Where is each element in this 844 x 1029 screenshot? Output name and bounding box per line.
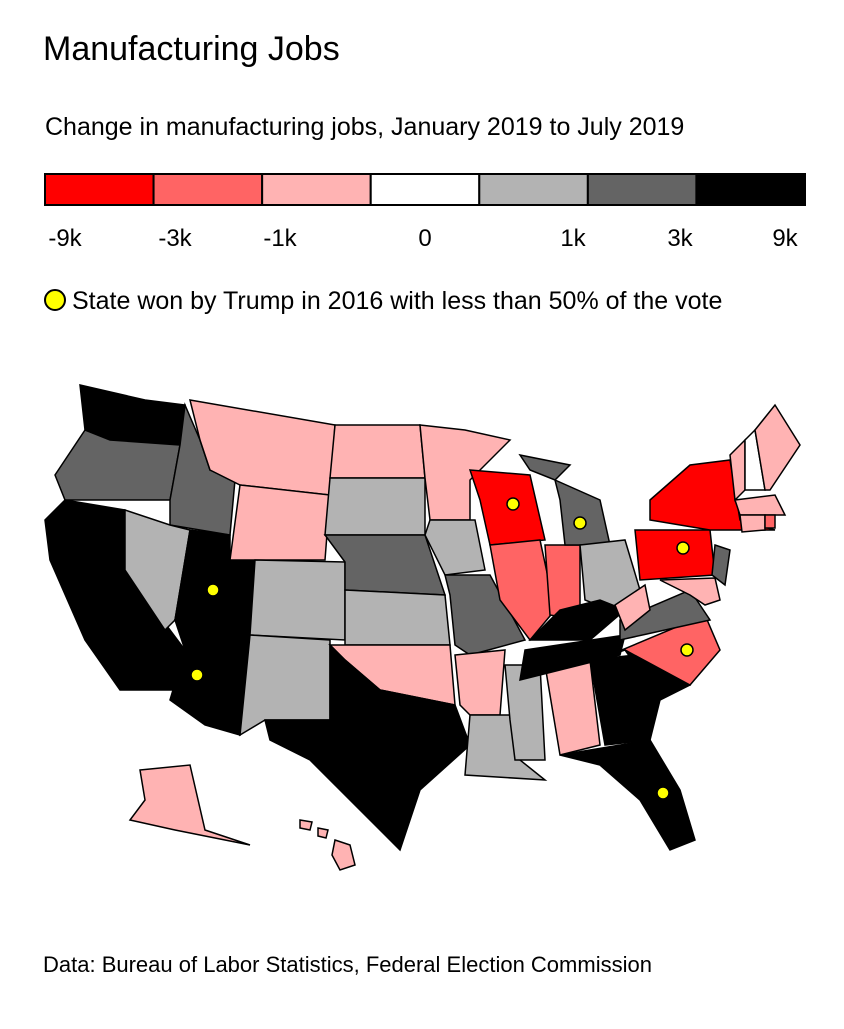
state <box>329 424 426 479</box>
state <box>331 839 356 871</box>
state <box>419 424 512 521</box>
state <box>489 539 556 642</box>
state <box>128 764 251 846</box>
state <box>528 599 627 641</box>
state <box>711 543 731 587</box>
state <box>518 453 572 481</box>
state <box>169 619 251 736</box>
state <box>519 634 627 682</box>
state <box>764 514 776 529</box>
state <box>464 714 548 781</box>
marker-label: State won by Trump in 2016 with less tha… <box>72 287 722 315</box>
map <box>44 384 801 871</box>
state <box>634 529 716 581</box>
state <box>589 654 661 746</box>
state <box>299 819 313 831</box>
state <box>619 589 712 641</box>
legend-label: 9k <box>772 225 798 252</box>
source: Data: Bureau of Labor Statistics, Federa… <box>43 952 652 977</box>
legend-swatch <box>152 173 264 206</box>
legend-swatch <box>586 173 698 206</box>
legend-swatch <box>695 173 807 206</box>
state <box>249 559 346 641</box>
state <box>614 583 651 632</box>
marker-swatch <box>44 289 66 311</box>
state-marker <box>206 583 220 597</box>
legend-swatch <box>369 173 481 206</box>
title: Manufacturing Jobs <box>43 30 340 68</box>
subtitle: Change in manufacturing jobs, January 20… <box>45 113 684 141</box>
legend-label: 3k <box>667 225 693 252</box>
legend-swatch <box>44 173 155 206</box>
state <box>659 577 721 606</box>
state <box>344 589 451 646</box>
state-marker <box>506 497 520 511</box>
state-marker <box>573 516 587 530</box>
state-marker <box>676 541 690 555</box>
state <box>324 477 426 536</box>
legend-label: 1k <box>560 225 586 252</box>
state-marker <box>680 643 694 657</box>
legend-swatch <box>261 173 372 206</box>
state <box>754 403 801 491</box>
legend-label: -1k <box>263 225 297 252</box>
state <box>424 519 486 576</box>
state <box>544 659 601 756</box>
legend-swatch <box>478 173 589 206</box>
marker-legend: State won by Trump in 2016 with less tha… <box>44 287 722 315</box>
legend-label: -9k <box>48 225 82 252</box>
state <box>317 827 329 839</box>
state <box>264 643 471 852</box>
legend-label: 0 <box>418 225 431 252</box>
state-marker <box>190 668 204 682</box>
legend: -9k -3k -1k 0 1k 3k 9k <box>44 173 807 252</box>
state <box>553 478 611 546</box>
legend-label: -3k <box>158 225 192 252</box>
state <box>229 484 331 561</box>
state <box>733 494 787 516</box>
state <box>559 739 696 851</box>
state <box>739 514 766 533</box>
state <box>454 649 506 716</box>
state-marker <box>656 786 670 800</box>
